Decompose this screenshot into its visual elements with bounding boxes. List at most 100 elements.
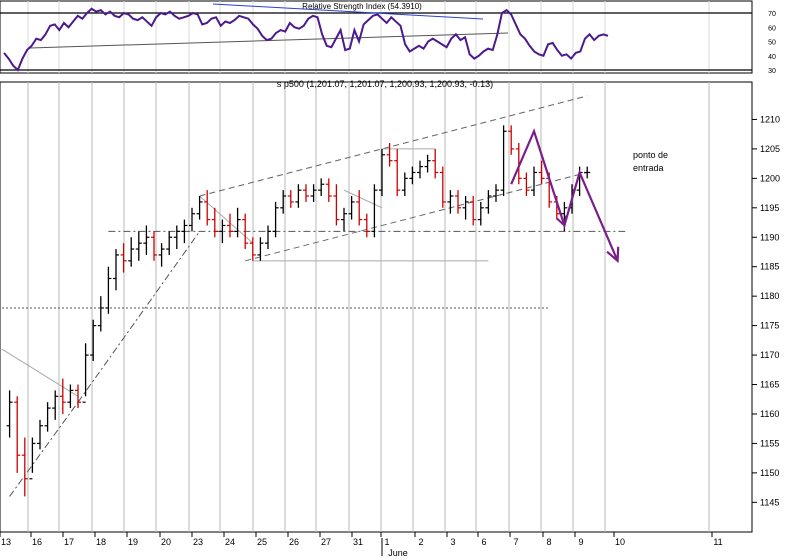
ohlc-bar: [386, 143, 393, 167]
ohlc-bar: [280, 190, 287, 214]
x-tick-label: 11: [713, 537, 722, 547]
x-tick-label: 17: [64, 537, 74, 547]
ohlc-bar: [249, 237, 256, 261]
ohlc-bar: [196, 196, 203, 220]
price-tick-label: 1185: [760, 262, 779, 272]
x-tick-label: 3: [450, 537, 455, 547]
ohlc-bar: [287, 190, 294, 208]
ohlc-bar: [227, 213, 233, 238]
ohlc-bar: [151, 231, 157, 261]
price-tick-label: 1180: [760, 291, 779, 301]
rsi-trendline: [212, 3, 484, 20]
annotation-line-1: ponto de: [633, 150, 668, 160]
ohlc-bar: [485, 190, 492, 214]
ohlc-bar: [135, 231, 142, 261]
ohlc-bar: [439, 166, 446, 208]
x-tick-label: 27: [321, 537, 331, 547]
x-tick-label: 6: [481, 537, 486, 547]
ohlc-bar: [295, 184, 302, 208]
ohlc-bar: [515, 143, 522, 185]
x-tick-label: 31: [353, 537, 363, 547]
price-tick-label: 1190: [760, 232, 779, 242]
ohlc-bar: [363, 213, 370, 238]
price-title: s p500 (1,201.07, 1,201.07, 1,200.93, 1,…: [277, 79, 493, 89]
trend-line: [9, 401, 79, 497]
ohlc-bar: [105, 266, 112, 314]
annotation-line-2: entrada: [633, 163, 664, 173]
x-tick-label: 18: [96, 537, 106, 547]
ohlc-bar: [166, 231, 173, 255]
ohlc-bar: [29, 437, 36, 480]
ohlc-bar: [531, 166, 537, 197]
rsi-tick-label: 40: [768, 54, 776, 61]
price-tick-label: 1150: [760, 468, 779, 478]
ohlc-bar: [82, 343, 89, 403]
ohlc-bar: [470, 196, 477, 226]
ohlc-bar: [303, 184, 309, 202]
ohlc-bar: [409, 166, 416, 185]
ohlc-bar: [21, 437, 28, 497]
price-tick-label: 1160: [760, 409, 779, 419]
ohlc-bar: [500, 125, 507, 197]
x-tick-label: 16: [32, 537, 42, 547]
ohlc-bar: [181, 219, 188, 244]
ohlc-bar: [325, 178, 332, 202]
ohlc-bar: [67, 384, 74, 409]
ohlc-bar: [219, 219, 226, 244]
price-tick-label: 1205: [760, 144, 780, 154]
trend-line: [1, 348, 79, 397]
ohlc-bar: [6, 390, 13, 438]
ohlc-bar: [417, 160, 423, 179]
ohlc-bar: [462, 196, 469, 220]
ohlc-bar: [75, 384, 81, 409]
x-tick-label: 26: [289, 537, 299, 547]
x-tick-label: 19: [128, 537, 138, 547]
ohlc-bar: [14, 396, 21, 473]
price-tick-label: 1200: [760, 173, 780, 183]
ohlc-bar: [204, 190, 211, 226]
trend-line: [245, 171, 588, 262]
ohlc-bar: [90, 319, 97, 361]
ohlc-bar: [333, 184, 340, 226]
ohlc-bar: [158, 243, 165, 267]
ohlc-bar: [432, 148, 439, 179]
x-tick-label: 2: [418, 537, 423, 547]
rsi-trendline: [29, 32, 509, 49]
ohlc-bar: [447, 190, 454, 214]
ohlc-bar: [379, 148, 385, 197]
price-tick-label: 1145: [760, 497, 779, 507]
ohlc-bar: [59, 378, 66, 414]
rsi-series-line: [3, 7, 609, 72]
x-tick-label: 13: [1, 537, 11, 547]
price-tick-label: 1175: [760, 321, 779, 331]
ohlc-bar: [143, 225, 150, 255]
ohlc-bar: [493, 184, 499, 202]
rsi-tick-label: 60: [768, 25, 776, 32]
ohlc-bar: [341, 207, 347, 232]
projection-arrowhead: [556, 215, 568, 228]
x-tick-label: 10: [615, 537, 625, 547]
ohlc-bar: [523, 172, 530, 197]
ohlc-bar: [455, 190, 461, 214]
price-tick-label: 1165: [760, 380, 779, 390]
month-label: June: [388, 548, 408, 558]
ohlc-bar: [401, 172, 408, 197]
ohlc-bar: [37, 419, 43, 450]
ohlc-bar: [348, 196, 355, 220]
ohlc-bar: [173, 225, 180, 250]
ohlc-bar: [242, 213, 249, 250]
price-panel-frame: [0, 81, 753, 533]
trend-line: [199, 95, 588, 197]
ohlc-bar: [128, 237, 135, 267]
rsi-tick-label: 50: [768, 40, 776, 47]
projection-arrowhead: [606, 246, 620, 264]
ohlc-bar: [189, 207, 195, 232]
x-tick-label: 23: [193, 537, 203, 547]
ohlc-bar: [394, 148, 401, 197]
ohlc-bar: [97, 296, 104, 332]
trend-line: [77, 231, 201, 403]
ohlc-bar: [310, 184, 317, 202]
rsi-title: Relative Strength Index (54.3910): [302, 2, 422, 11]
price-tick-label: 1195: [760, 203, 779, 213]
x-tick-label: 7: [513, 537, 518, 547]
